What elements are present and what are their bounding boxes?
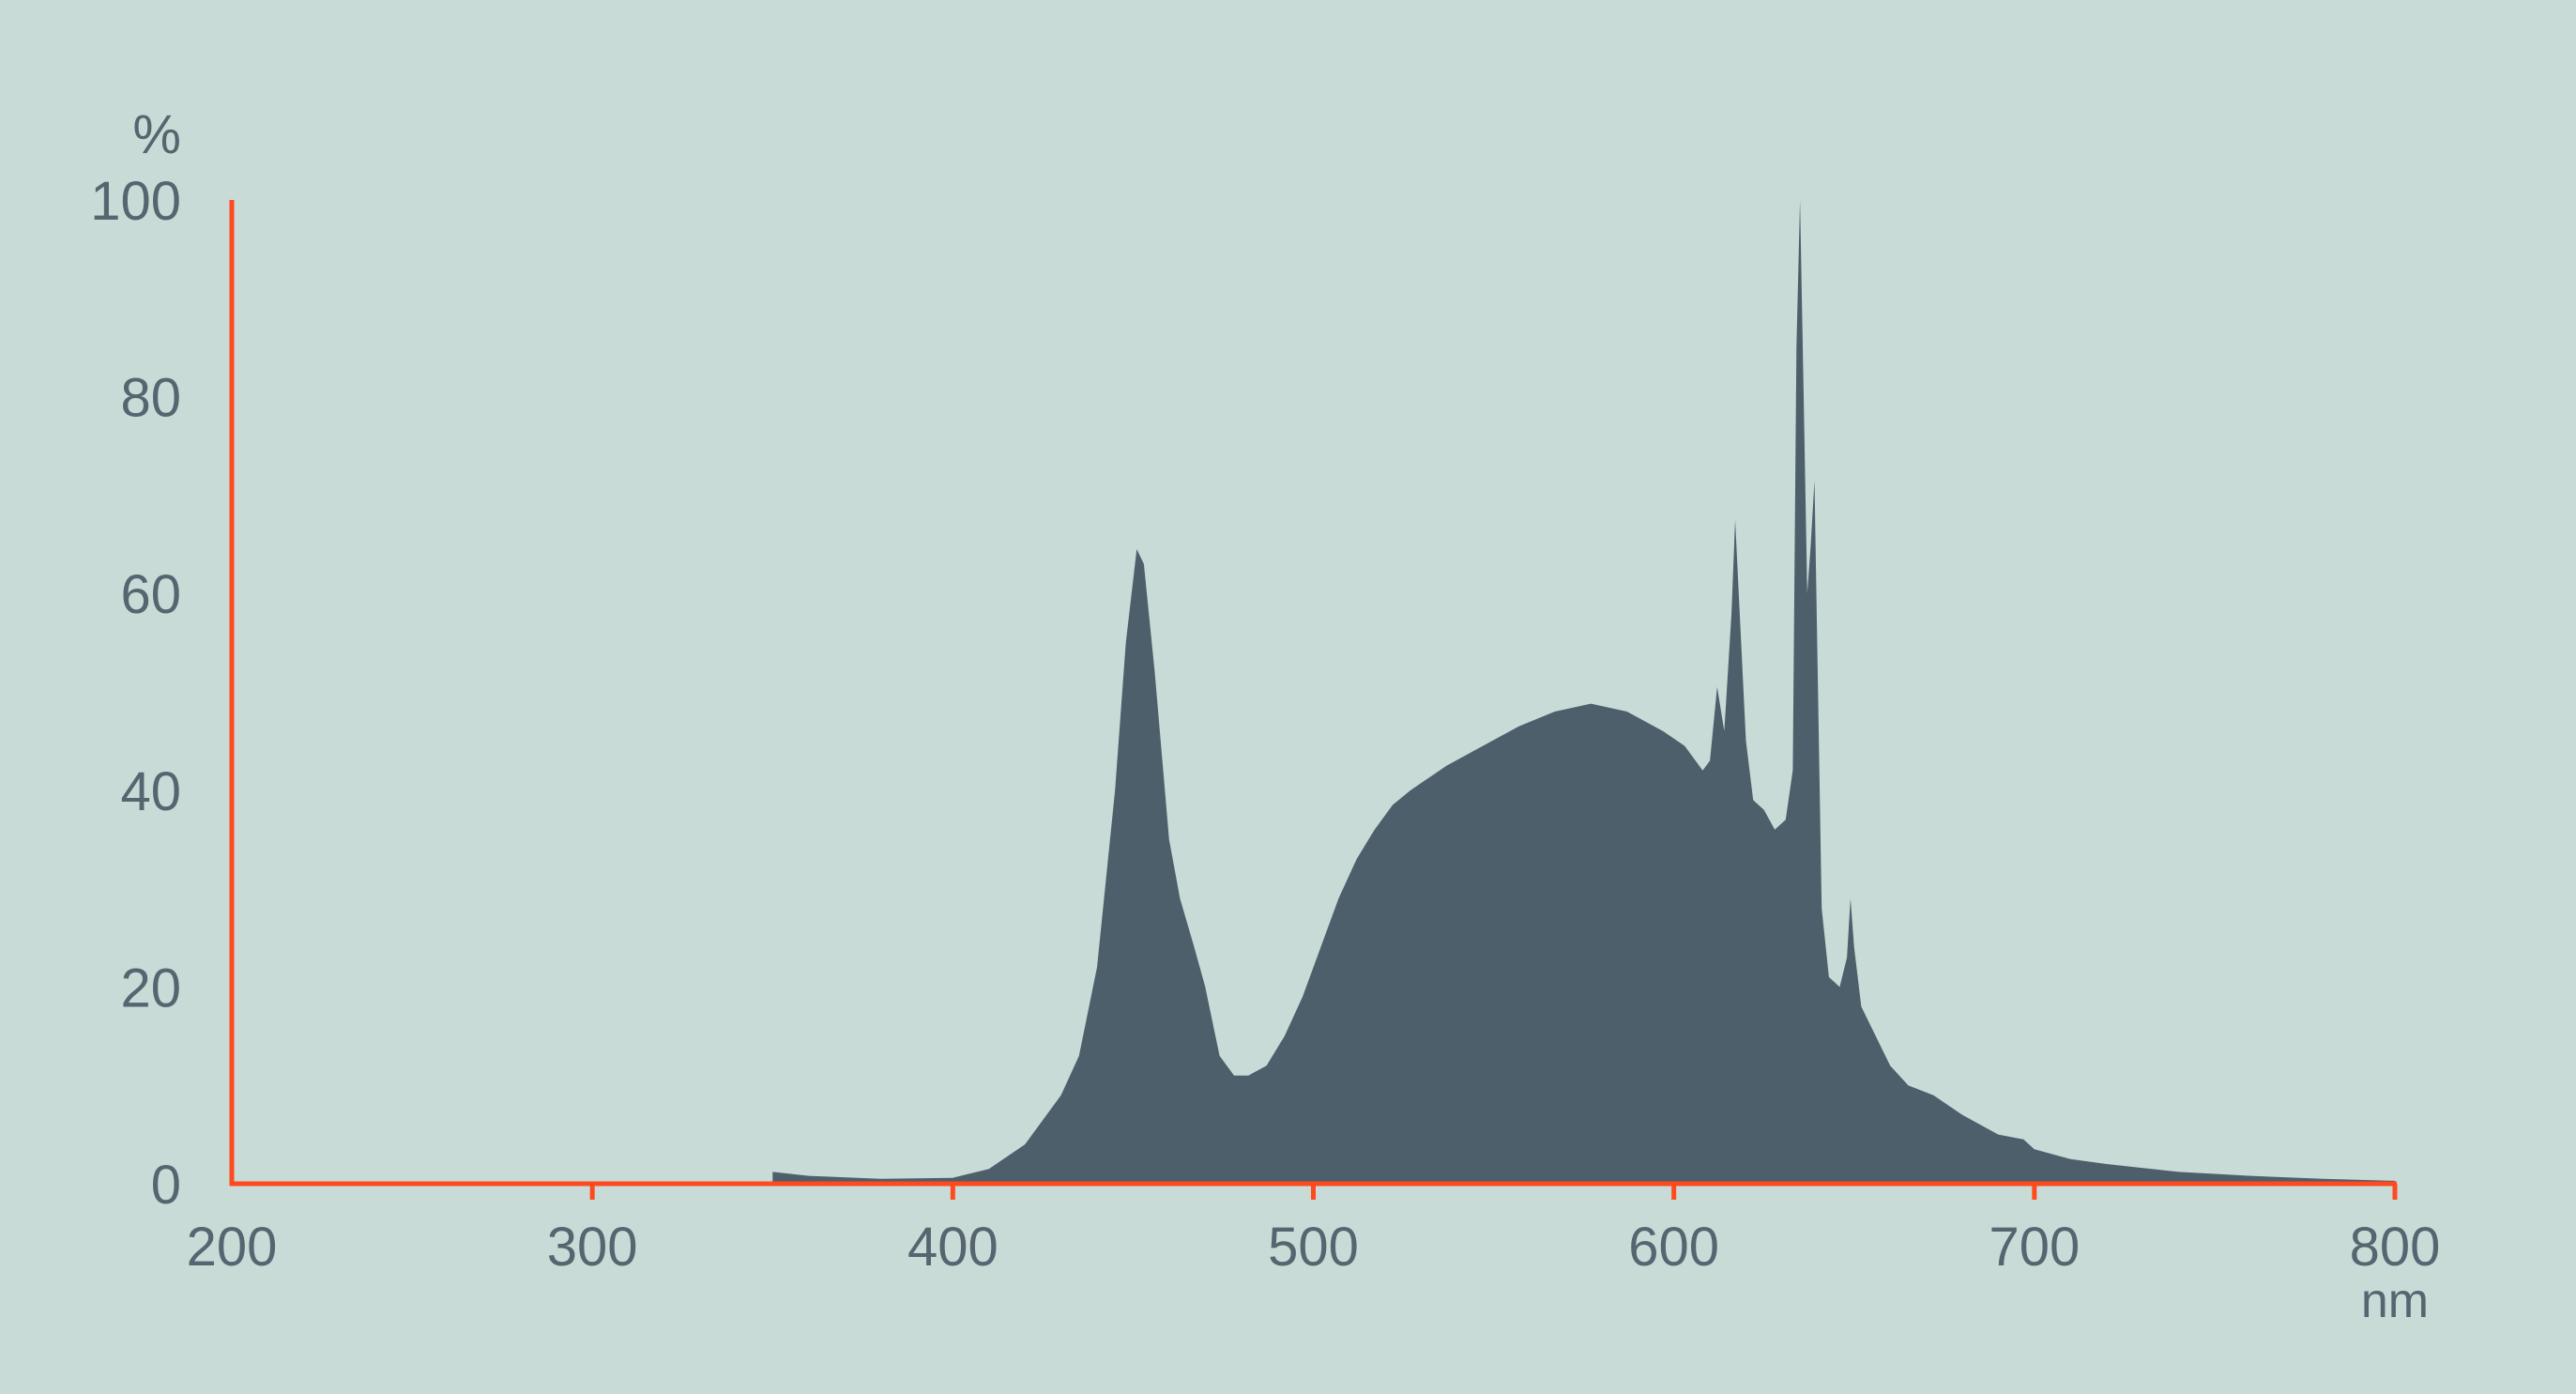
y-tick-label: 100	[90, 171, 181, 232]
x-tick-label: 700	[1989, 1217, 2080, 1278]
x-tick-label: 400	[907, 1217, 998, 1278]
y-tick-label: 40	[120, 761, 181, 822]
y-axis-label: %	[132, 104, 181, 165]
y-tick-label: 20	[120, 957, 181, 1019]
x-tick-label: 200	[187, 1217, 278, 1278]
y-tick-label: 0	[151, 1155, 181, 1216]
x-axis-label: nm	[2361, 1274, 2429, 1328]
x-tick-label: 300	[547, 1217, 638, 1278]
x-tick-label: 800	[2350, 1217, 2441, 1278]
y-tick-label: 80	[120, 368, 181, 429]
spectrum-area	[772, 200, 2395, 1184]
x-tick-label: 600	[1628, 1217, 1719, 1278]
y-tick-label: 60	[120, 564, 181, 625]
x-tick-label: 500	[1268, 1217, 1359, 1278]
